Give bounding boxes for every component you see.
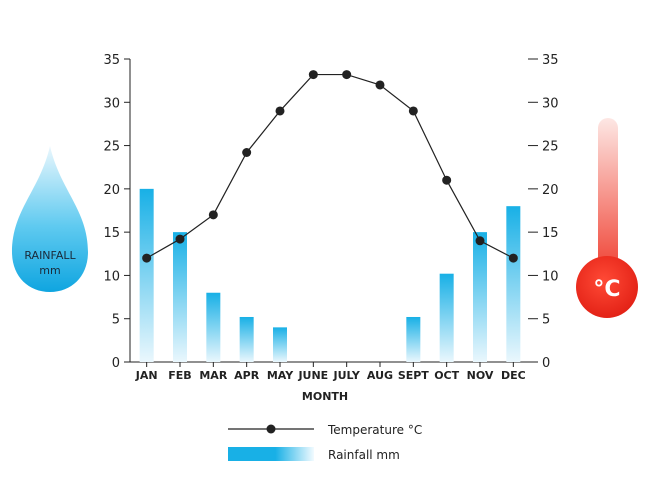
temperature-point bbox=[142, 253, 152, 263]
rainfall-bar bbox=[473, 232, 487, 362]
y-tick-label-right: 35 bbox=[542, 53, 559, 68]
x-tick-label: JAN bbox=[135, 369, 158, 382]
y-tick-label-right: 5 bbox=[542, 313, 550, 328]
x-tick-label: APR bbox=[234, 369, 260, 382]
thermometer-icon: °C bbox=[576, 118, 638, 318]
rainfall-bar bbox=[506, 206, 521, 362]
legend-rainfall-swatch bbox=[228, 447, 314, 461]
legend-rainfall-label: Rainfall mm bbox=[328, 448, 400, 462]
x-tick-label: AUG bbox=[367, 369, 393, 382]
rainfall-bar bbox=[173, 232, 187, 362]
legend-temperature-label: Temperature °C bbox=[327, 423, 422, 437]
temperature-point bbox=[375, 80, 385, 90]
rainfall-bar bbox=[239, 316, 254, 362]
y-tick-label-left: 0 bbox=[112, 356, 120, 371]
rainfall-drop-unit: mm bbox=[39, 264, 60, 277]
rainfall-bars bbox=[139, 188, 521, 362]
rainfall-bar bbox=[206, 292, 221, 362]
chart-axes: 0 5 10 15 20 25 30 35 0 5 10 15 20 25 30 35 bbox=[103, 53, 558, 371]
x-tick-label: MAR bbox=[199, 369, 227, 382]
x-tick-label: JULY bbox=[333, 369, 361, 382]
y-tick-label-right: 20 bbox=[542, 183, 559, 198]
x-tick-label: NOV bbox=[467, 369, 494, 382]
temperature-point bbox=[242, 147, 252, 157]
temperature-point bbox=[408, 106, 418, 116]
temperature-line bbox=[142, 70, 518, 263]
temperature-point bbox=[442, 175, 452, 185]
water-drop-icon: RAINFALL mm bbox=[12, 146, 88, 292]
y-tick-label-left: 30 bbox=[103, 96, 120, 111]
temperature-point bbox=[208, 210, 218, 220]
temperature-point bbox=[275, 106, 285, 116]
y-tick-label-left: 5 bbox=[112, 313, 120, 328]
temperature-point bbox=[308, 70, 318, 80]
legend: Temperature °C Rainfall mm bbox=[228, 423, 422, 462]
temperature-point bbox=[342, 70, 352, 80]
x-axis-title: MONTH bbox=[302, 390, 348, 403]
month-labels: JAN FEB MAR APR MAY JUNE JULY AUG SEPT OCT NOV DEC bbox=[135, 369, 526, 382]
y-tick-label-right: 15 bbox=[542, 226, 559, 241]
rainfall-bar bbox=[439, 273, 454, 362]
y-tick-label-left: 15 bbox=[103, 226, 120, 241]
rainfall-bar bbox=[139, 188, 154, 362]
temperature-point bbox=[508, 253, 518, 263]
x-tick-label: SEPT bbox=[398, 369, 429, 382]
y-tick-label-left: 35 bbox=[103, 53, 120, 68]
x-tick-label: FEB bbox=[168, 369, 191, 382]
rainfall-bar bbox=[406, 316, 421, 362]
temperature-point bbox=[475, 236, 485, 246]
x-tick-label: MAY bbox=[267, 369, 294, 382]
x-tick-label: DEC bbox=[501, 369, 526, 382]
y-tick-label-right: 30 bbox=[542, 96, 559, 111]
x-tick-label: OCT bbox=[434, 369, 459, 382]
temperature-polyline bbox=[146, 73, 514, 259]
temperature-point bbox=[175, 234, 185, 244]
y-tick-label-right: 25 bbox=[542, 140, 559, 155]
y-tick-label-right: 10 bbox=[542, 269, 559, 284]
legend-temperature-marker bbox=[266, 424, 276, 434]
thermometer-label: °C bbox=[593, 277, 620, 302]
x-tick-label: JUNE bbox=[297, 369, 328, 382]
rainfall-drop-label: RAINFALL bbox=[24, 249, 76, 262]
y-tick-label-left: 20 bbox=[103, 183, 120, 198]
y-tick-label-left: 25 bbox=[103, 140, 120, 155]
y-tick-label-left: 10 bbox=[103, 269, 120, 284]
rainfall-bar bbox=[273, 327, 287, 362]
y-tick-label-right: 0 bbox=[542, 356, 550, 371]
